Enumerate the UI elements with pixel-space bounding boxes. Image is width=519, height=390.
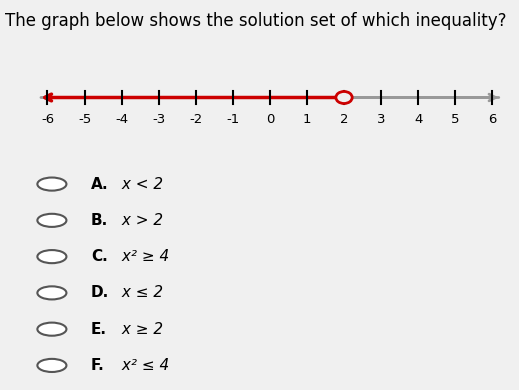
- Text: -5: -5: [78, 112, 91, 126]
- Text: D.: D.: [91, 285, 109, 300]
- Circle shape: [37, 177, 66, 191]
- Circle shape: [37, 214, 66, 227]
- Circle shape: [37, 250, 66, 263]
- Circle shape: [37, 359, 66, 372]
- Text: B.: B.: [91, 213, 108, 228]
- Text: 6: 6: [488, 112, 497, 126]
- Text: x ≤ 2: x ≤ 2: [117, 285, 163, 300]
- Text: E.: E.: [91, 322, 107, 337]
- Text: x < 2: x < 2: [117, 177, 163, 191]
- Text: 5: 5: [451, 112, 459, 126]
- Text: x² ≤ 4: x² ≤ 4: [117, 358, 169, 373]
- Text: The graph below shows the solution set of which inequality?: The graph below shows the solution set o…: [5, 12, 507, 30]
- Text: 4: 4: [414, 112, 422, 126]
- Text: 2: 2: [340, 112, 348, 126]
- Text: -6: -6: [41, 112, 54, 126]
- Text: A.: A.: [91, 177, 108, 191]
- Circle shape: [37, 323, 66, 336]
- Text: F.: F.: [91, 358, 104, 373]
- Text: x² ≥ 4: x² ≥ 4: [117, 249, 169, 264]
- Text: 1: 1: [303, 112, 311, 126]
- Circle shape: [336, 92, 352, 103]
- Circle shape: [37, 286, 66, 300]
- Text: 0: 0: [266, 112, 274, 126]
- Text: 3: 3: [377, 112, 385, 126]
- Text: x > 2: x > 2: [117, 213, 163, 228]
- Text: x ≥ 2: x ≥ 2: [117, 322, 163, 337]
- Text: -3: -3: [152, 112, 165, 126]
- Text: -4: -4: [115, 112, 128, 126]
- Text: C.: C.: [91, 249, 107, 264]
- Text: -2: -2: [189, 112, 202, 126]
- Text: -1: -1: [226, 112, 239, 126]
